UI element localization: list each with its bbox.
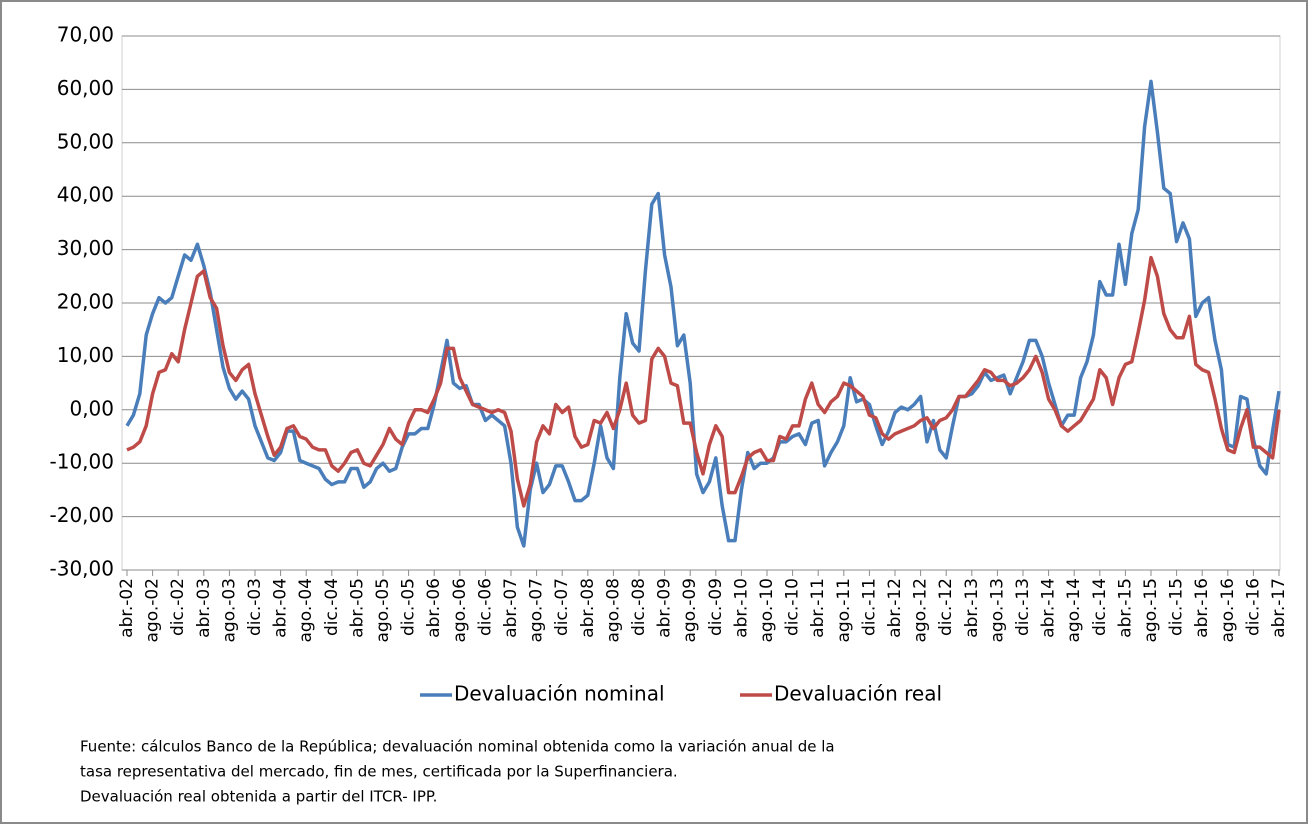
x-tick-label: ago.-10 (757, 578, 777, 642)
x-tick-label: abr.-05 (347, 578, 367, 638)
x-tick-label: abr.-11 (808, 578, 828, 638)
y-tick-label: 20,00 (57, 290, 114, 314)
y-tick-label: -10,00 (50, 450, 114, 474)
x-tick-label: dic.-14 (1090, 578, 1110, 636)
y-tick-label: 10,00 (57, 343, 114, 367)
x-tick-label: dic.-03 (245, 578, 265, 636)
x-tick-label: abr.-12 (885, 578, 905, 638)
x-tick-label: dic.-06 (475, 578, 495, 636)
x-tick-label: dic.-07 (552, 578, 572, 636)
x-tick-label: abr.-06 (424, 578, 444, 638)
x-tick-label: abr.-17 (1269, 578, 1289, 638)
x-tick-label: ago.-06 (450, 578, 470, 642)
x-tick-label: abr.-10 (731, 578, 751, 638)
x-tick-label: abr.-04 (271, 578, 291, 638)
x-tick-label: ago.-13 (987, 578, 1007, 642)
x-tick-label: ago.-05 (373, 578, 393, 642)
x-tick-label: abr.-02 (117, 578, 137, 638)
x-tick-label: ago.-11 (834, 578, 854, 642)
legend-label: Devaluación real (774, 682, 942, 706)
x-tick-label: dic.-10 (783, 578, 803, 636)
x-tick-label: dic.-04 (322, 578, 342, 636)
x-tick-label: dic.-13 (1013, 578, 1033, 636)
x-tick-label: dic.-02 (168, 578, 188, 636)
x-tick-label: abr.-03 (194, 578, 214, 638)
legend-label: Devaluación nominal (454, 682, 665, 706)
y-tick-label: 30,00 (57, 236, 114, 260)
x-tick-label: ago.-09 (680, 578, 700, 642)
x-tick-label: abr.-08 (578, 578, 598, 638)
y-tick-label: 40,00 (57, 183, 114, 207)
x-tick-label: ago.-02 (143, 578, 163, 642)
y-tick-label: -20,00 (50, 503, 114, 527)
x-tick-label: abr.-07 (501, 578, 521, 638)
x-tick-label: dic.-05 (399, 578, 419, 636)
series-line (126, 255, 1281, 508)
y-tick-label: 60,00 (57, 76, 114, 100)
x-tick-label: ago.-03 (219, 578, 239, 642)
x-tick-label: abr.-15 (1115, 578, 1135, 638)
series-line (125, 79, 1281, 548)
x-tick-label: abr.-13 (962, 578, 982, 638)
y-tick-label: 0,00 (69, 396, 114, 420)
footnote: Devaluación real obtenida a partir del I… (80, 788, 437, 806)
x-tick-label: dic.-09 (706, 578, 726, 636)
x-tick-label: abr.-14 (1039, 578, 1059, 638)
x-tick-label: ago.-15 (1141, 578, 1161, 642)
x-tick-label: ago.-14 (1064, 578, 1084, 642)
y-tick-label: 70,00 (57, 23, 114, 47)
footnote: tasa representativa del mercado, fin de … (80, 763, 678, 781)
x-tick-label: ago.-16 (1218, 578, 1238, 642)
x-tick-label: dic.-08 (629, 578, 649, 636)
footnote: Fuente: cálculos Banco de la República; … (80, 738, 835, 756)
y-tick-label: 50,00 (57, 129, 114, 153)
x-tick-label: dic.-15 (1167, 578, 1187, 636)
x-tick-label: ago.-08 (603, 578, 623, 642)
y-tick-label: -30,00 (50, 557, 114, 581)
x-tick-label: ago.-07 (527, 578, 547, 642)
x-tick-label: dic.-11 (859, 578, 879, 636)
x-tick-label: dic.-16 (1243, 578, 1263, 636)
x-tick-label: dic.-12 (936, 578, 956, 636)
x-tick-label: ago.-04 (296, 578, 316, 642)
x-tick-label: abr.-16 (1192, 578, 1212, 638)
x-tick-label: abr.-09 (655, 578, 675, 638)
x-tick-label: ago.-12 (911, 578, 931, 642)
